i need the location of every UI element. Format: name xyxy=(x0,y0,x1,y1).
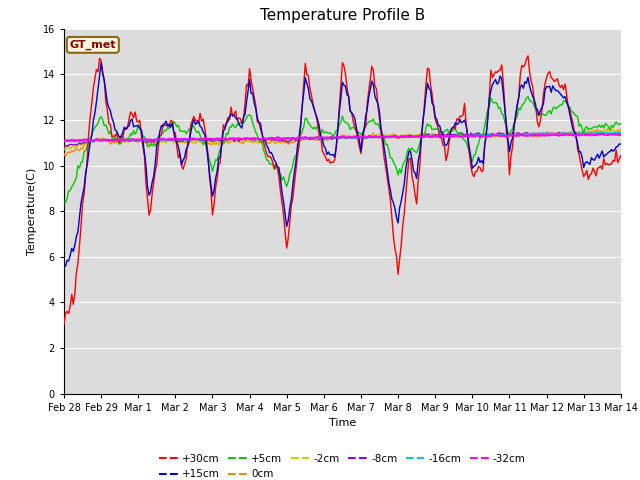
Title: Temperature Profile B: Temperature Profile B xyxy=(260,9,425,24)
Y-axis label: Temperature(C): Temperature(C) xyxy=(27,168,37,255)
Legend: +30cm, +15cm, +5cm, 0cm, -2cm, -8cm, -16cm, -32cm: +30cm, +15cm, +5cm, 0cm, -2cm, -8cm, -16… xyxy=(155,450,530,480)
Text: GT_met: GT_met xyxy=(70,40,116,50)
X-axis label: Time: Time xyxy=(329,418,356,428)
